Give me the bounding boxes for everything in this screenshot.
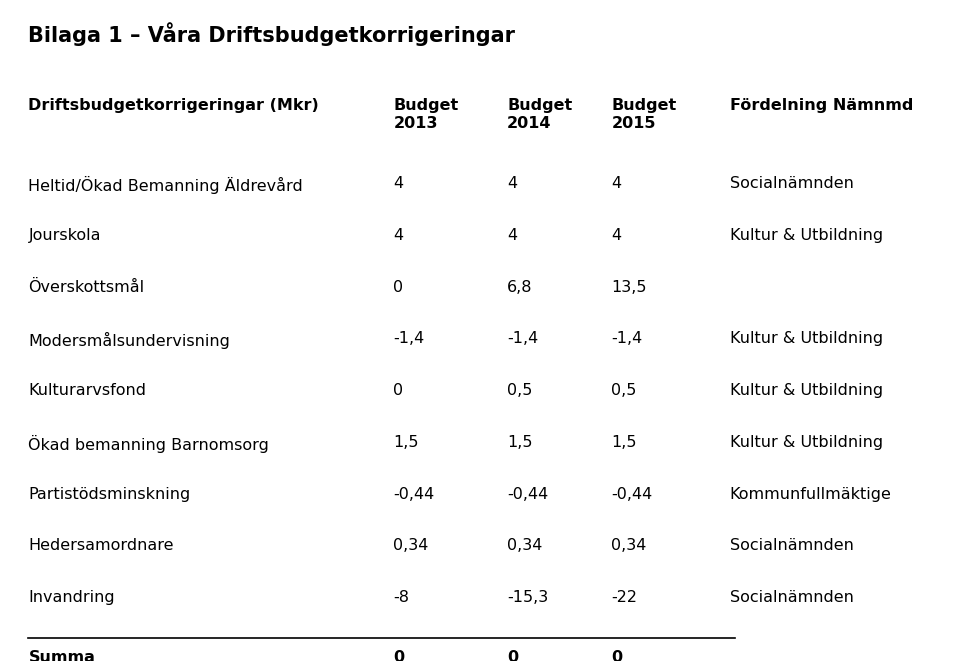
Text: Bilaga 1 – Våra Driftsbudgetkorrigeringar: Bilaga 1 – Våra Driftsbudgetkorrigeringa… xyxy=(29,22,516,46)
Text: Hedersamordnare: Hedersamordnare xyxy=(29,538,174,553)
Text: 0,5: 0,5 xyxy=(507,383,533,398)
Text: Budget
2014: Budget 2014 xyxy=(507,98,572,132)
Text: Invandring: Invandring xyxy=(29,590,115,605)
Text: Socialnämnden: Socialnämnden xyxy=(730,538,853,553)
Text: Jourskola: Jourskola xyxy=(29,228,101,243)
Text: 1,5: 1,5 xyxy=(507,435,533,450)
Text: Driftsbudgetkorrigeringar (Mkr): Driftsbudgetkorrigeringar (Mkr) xyxy=(29,98,319,112)
Text: Kultur & Utbildning: Kultur & Utbildning xyxy=(730,435,883,450)
Text: Summa: Summa xyxy=(29,650,95,661)
Text: -22: -22 xyxy=(612,590,637,605)
Text: Överskottsmål: Överskottsmål xyxy=(29,280,145,295)
Text: -15,3: -15,3 xyxy=(507,590,548,605)
Text: 4: 4 xyxy=(612,228,621,243)
Text: 0: 0 xyxy=(612,650,622,661)
Text: Kulturarvsfond: Kulturarvsfond xyxy=(29,383,147,398)
Text: -0,44: -0,44 xyxy=(394,486,435,502)
Text: 0,34: 0,34 xyxy=(394,538,429,553)
Text: Socialnämnden: Socialnämnden xyxy=(730,176,853,192)
Text: 1,5: 1,5 xyxy=(612,435,636,450)
Text: Modersmålsundervisning: Modersmålsundervisning xyxy=(29,332,230,348)
Text: -8: -8 xyxy=(394,590,409,605)
Text: 0,34: 0,34 xyxy=(507,538,542,553)
Text: Kultur & Utbildning: Kultur & Utbildning xyxy=(730,228,883,243)
Text: -1,4: -1,4 xyxy=(612,332,642,346)
Text: 0: 0 xyxy=(394,650,404,661)
Text: Ökad bemanning Barnomsorg: Ökad bemanning Barnomsorg xyxy=(29,435,270,453)
Text: Kultur & Utbildning: Kultur & Utbildning xyxy=(730,332,883,346)
Text: Kommunfullmäktige: Kommunfullmäktige xyxy=(730,486,892,502)
Text: 0: 0 xyxy=(394,280,403,295)
Text: Partistödsminskning: Partistödsminskning xyxy=(29,486,191,502)
Text: Heltid/Ökad Bemanning Äldrevård: Heltid/Ökad Bemanning Äldrevård xyxy=(29,176,303,194)
Text: 0,5: 0,5 xyxy=(612,383,636,398)
Text: 1,5: 1,5 xyxy=(394,435,419,450)
Text: 0,34: 0,34 xyxy=(612,538,647,553)
Text: 13,5: 13,5 xyxy=(612,280,647,295)
Text: Socialnämnden: Socialnämnden xyxy=(730,590,853,605)
Text: -1,4: -1,4 xyxy=(507,332,539,346)
Text: 6,8: 6,8 xyxy=(507,280,533,295)
Text: 4: 4 xyxy=(394,176,403,192)
Text: -0,44: -0,44 xyxy=(612,486,653,502)
Text: 0: 0 xyxy=(394,383,403,398)
Text: -1,4: -1,4 xyxy=(394,332,424,346)
Text: Budget
2015: Budget 2015 xyxy=(612,98,677,132)
Text: 4: 4 xyxy=(507,228,517,243)
Text: Fördelning Nämnmd: Fördelning Nämnmd xyxy=(730,98,913,112)
Text: 4: 4 xyxy=(507,176,517,192)
Text: 4: 4 xyxy=(612,176,621,192)
Text: 0: 0 xyxy=(507,650,518,661)
Text: Budget
2013: Budget 2013 xyxy=(394,98,459,132)
Text: -0,44: -0,44 xyxy=(507,486,548,502)
Text: 4: 4 xyxy=(394,228,403,243)
Text: Kultur & Utbildning: Kultur & Utbildning xyxy=(730,383,883,398)
